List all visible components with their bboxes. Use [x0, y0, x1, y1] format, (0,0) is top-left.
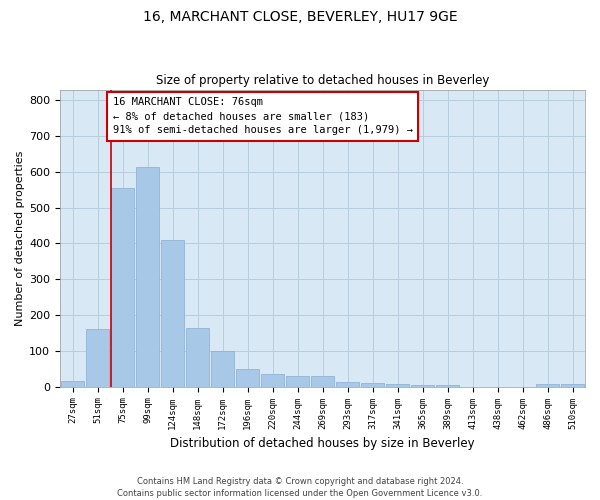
X-axis label: Distribution of detached houses by size in Beverley: Distribution of detached houses by size … — [170, 437, 475, 450]
Bar — [136, 166, 160, 386]
Bar — [260, 374, 284, 386]
Bar — [161, 240, 184, 386]
Y-axis label: Number of detached properties: Number of detached properties — [15, 150, 25, 326]
Bar — [61, 382, 85, 386]
Bar — [236, 369, 259, 386]
Bar — [286, 376, 310, 386]
Bar — [211, 351, 235, 386]
Title: Size of property relative to detached houses in Beverley: Size of property relative to detached ho… — [156, 74, 489, 87]
Bar — [536, 384, 559, 386]
Text: 16 MARCHANT CLOSE: 76sqm
← 8% of detached houses are smaller (183)
91% of semi-d: 16 MARCHANT CLOSE: 76sqm ← 8% of detache… — [113, 98, 413, 136]
Bar — [86, 330, 109, 386]
Bar — [560, 384, 584, 386]
Bar — [335, 382, 359, 386]
Bar — [110, 188, 134, 386]
Bar — [361, 383, 385, 386]
Bar — [185, 328, 209, 386]
Text: Contains HM Land Registry data © Crown copyright and database right 2024.
Contai: Contains HM Land Registry data © Crown c… — [118, 476, 482, 498]
Bar — [386, 384, 409, 386]
Bar — [410, 385, 434, 386]
Text: 16, MARCHANT CLOSE, BEVERLEY, HU17 9GE: 16, MARCHANT CLOSE, BEVERLEY, HU17 9GE — [143, 10, 457, 24]
Bar — [436, 385, 460, 386]
Bar — [311, 376, 334, 386]
